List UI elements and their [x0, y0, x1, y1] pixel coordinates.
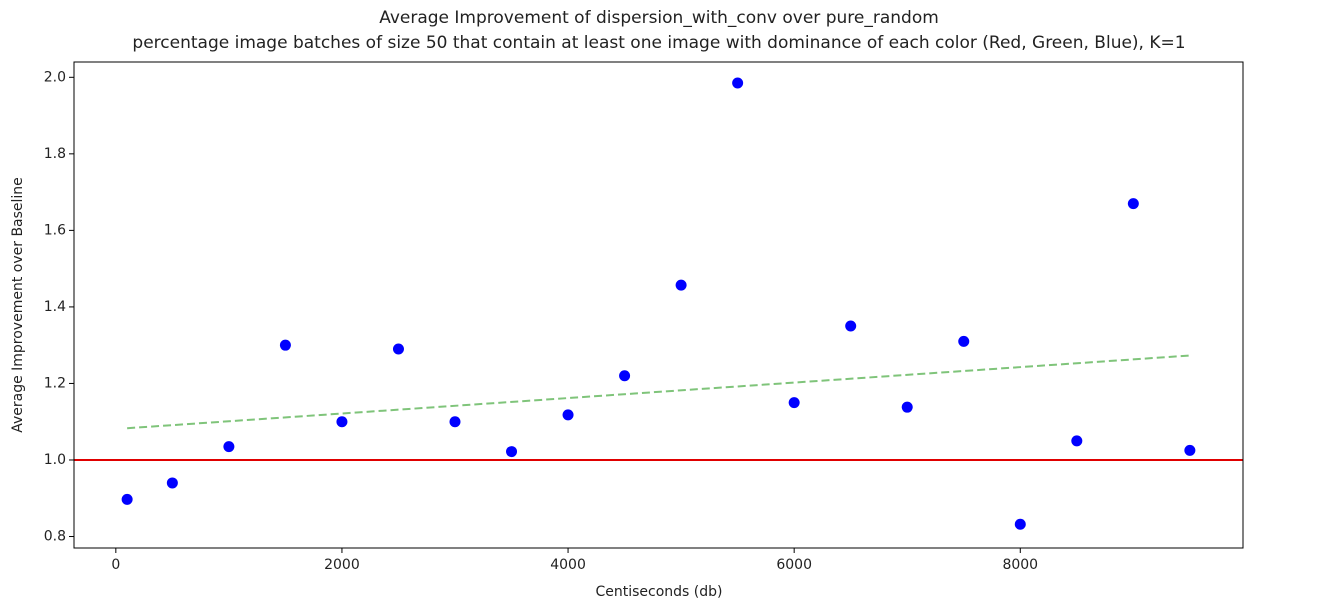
trend-line: [127, 354, 1190, 430]
x-axis-label: Centiseconds (db): [595, 584, 722, 600]
data-point: [121, 493, 133, 505]
data-point: [392, 343, 404, 355]
data-point: [901, 401, 913, 413]
data-point: [223, 441, 235, 453]
data-point: [1184, 444, 1196, 456]
chart-title: Average Improvement of dispersion_with_c…: [379, 8, 939, 28]
data-point: [506, 446, 518, 458]
x-tick-label: 8000: [1002, 557, 1038, 573]
y-tick-label: 0.8: [44, 529, 66, 545]
x-tick-label: 6000: [776, 557, 812, 573]
data-point: [1014, 518, 1026, 530]
data-point: [619, 370, 631, 382]
x-tick-label: 2000: [324, 557, 360, 573]
plot-frame: [73, 61, 1244, 549]
y-tick-label: 1.2: [44, 375, 66, 391]
data-point: [562, 409, 574, 421]
data-point: [336, 416, 348, 428]
data-point: [732, 77, 744, 89]
y-tick-label: 1.8: [44, 146, 66, 162]
data-point: [845, 320, 857, 332]
data-point: [449, 416, 461, 428]
data-point: [675, 279, 687, 291]
y-axis-label: Average Improvement over Baseline: [10, 177, 26, 433]
data-point: [1127, 198, 1139, 210]
data-point: [166, 477, 178, 489]
x-tick-label: 0: [111, 557, 120, 573]
y-tick-label: 1.4: [44, 299, 66, 315]
data-point: [788, 397, 800, 409]
x-tick-label: 4000: [550, 557, 586, 573]
y-tick-label: 1.6: [44, 222, 66, 238]
data-point: [1071, 435, 1083, 447]
data-point: [958, 335, 970, 347]
y-tick-label: 2.0: [44, 69, 66, 85]
data-point: [279, 339, 291, 351]
chart-subtitle: percentage image batches of size 50 that…: [132, 33, 1185, 53]
y-tick-label: 1.0: [44, 452, 66, 468]
